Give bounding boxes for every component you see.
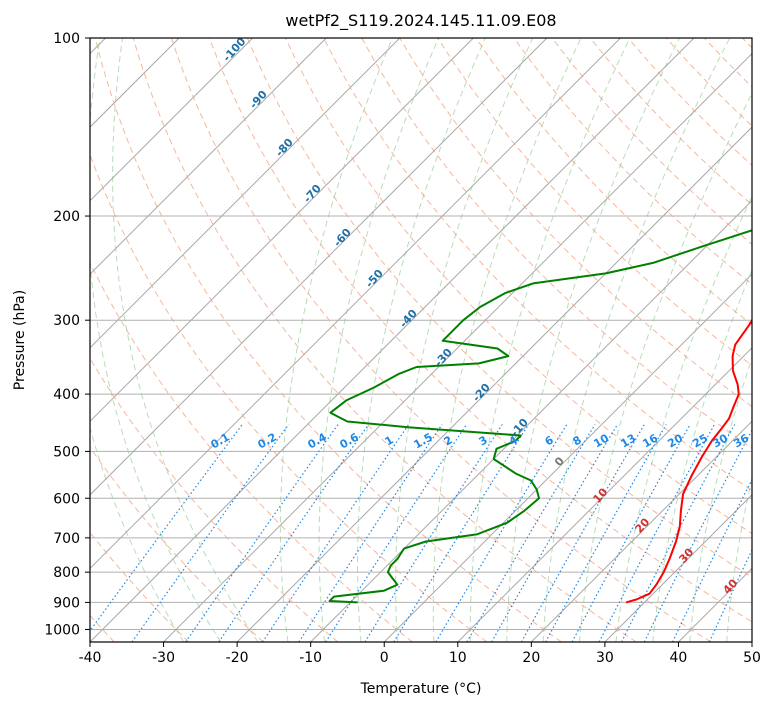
x-tick-label: 0: [380, 650, 389, 666]
y-tick-label: 200: [53, 209, 80, 225]
x-tick-label: 40: [670, 650, 688, 666]
x-axis-title: Temperature (°C): [360, 681, 482, 697]
chart-title: wetPf2_S119.2024.145.11.09.E08: [285, 11, 556, 31]
y-axis-title: Pressure (hPa): [12, 290, 28, 390]
x-tick-label: 50: [743, 650, 761, 666]
y-tick-label: 300: [53, 313, 80, 329]
x-tick-label: -40: [79, 650, 102, 666]
x-tick-label: 10: [449, 650, 467, 666]
y-tick-label: 500: [53, 444, 80, 460]
y-tick-label: 900: [53, 595, 80, 611]
y-tick-label: 800: [53, 565, 80, 581]
y-tick-label: 100: [53, 31, 80, 47]
plot-background: [90, 38, 752, 642]
x-tick-label: -30: [152, 650, 175, 666]
y-tick-label: 600: [53, 491, 80, 507]
x-tick-label: -10: [299, 650, 322, 666]
x-tick-label: 30: [596, 650, 614, 666]
x-tick-label: 20: [522, 650, 540, 666]
x-tick-label: -20: [226, 650, 249, 666]
y-tick-label: 400: [53, 387, 80, 403]
y-tick-label: 700: [53, 531, 80, 547]
y-tick-label: 1000: [44, 622, 80, 638]
